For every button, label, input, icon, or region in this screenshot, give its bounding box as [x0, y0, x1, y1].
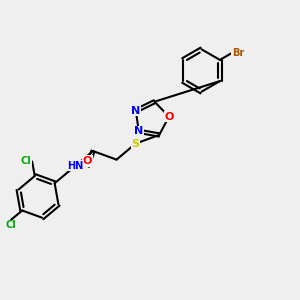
- Text: HN: HN: [67, 161, 83, 171]
- Text: Cl: Cl: [21, 157, 32, 166]
- Text: Br: Br: [232, 47, 244, 58]
- Text: S: S: [132, 139, 140, 148]
- Text: O: O: [164, 112, 174, 122]
- Text: O: O: [83, 156, 92, 166]
- Text: N: N: [131, 106, 140, 116]
- Text: N: N: [134, 126, 143, 136]
- Text: Cl: Cl: [5, 220, 16, 230]
